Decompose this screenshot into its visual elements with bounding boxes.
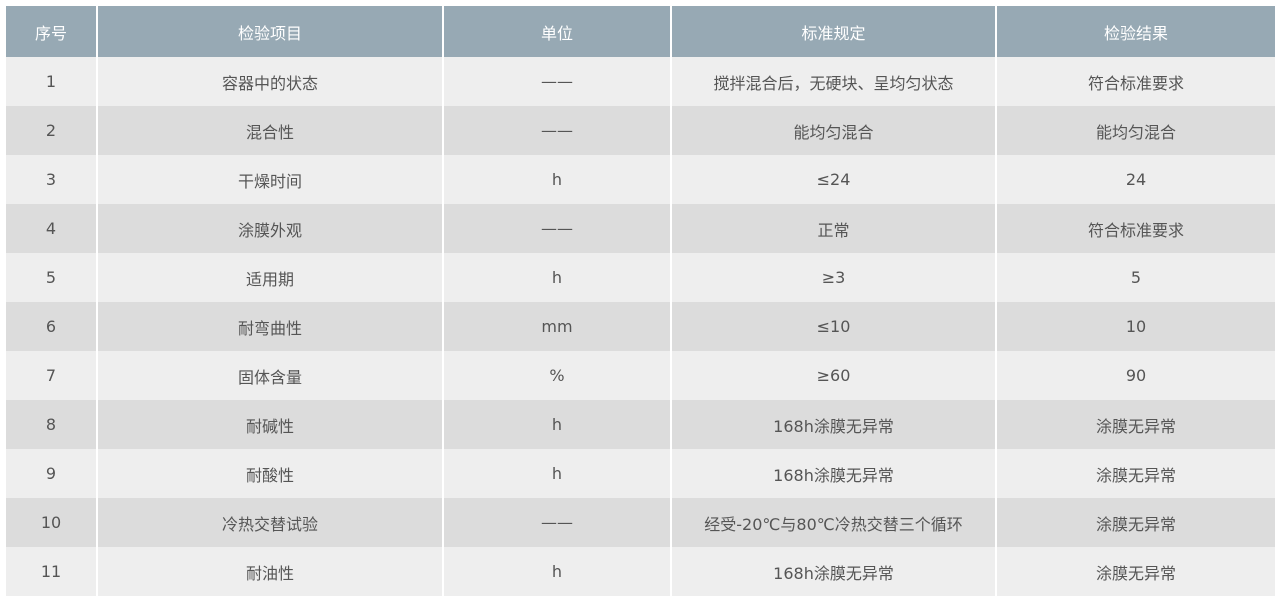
cell-index: 6: [6, 302, 97, 351]
cell-result: 24: [995, 155, 1275, 204]
cell-result: 涂膜无异常: [995, 547, 1275, 596]
cell-index: 4: [6, 204, 97, 253]
cell-item: 涂膜外观: [96, 204, 443, 253]
cell-unit: h: [442, 253, 671, 302]
table-row: 10 冷热交替试验 —— 经受-20℃与80℃冷热交替三个循环 涂膜无异常: [6, 498, 1275, 547]
column-header-unit: 单位: [442, 6, 671, 57]
cell-index: 1: [6, 57, 97, 106]
cell-index: 5: [6, 253, 97, 302]
cell-unit: ——: [442, 57, 671, 106]
cell-item: 干燥时间: [96, 155, 443, 204]
cell-item: 固体含量: [96, 351, 443, 400]
column-header-item: 检验项目: [96, 6, 443, 57]
cell-standard: 168h涂膜无异常: [670, 547, 996, 596]
cell-result: 能均匀混合: [995, 106, 1275, 155]
cell-result: 符合标准要求: [995, 57, 1275, 106]
cell-standard: 经受-20℃与80℃冷热交替三个循环: [670, 498, 996, 547]
table-row: 11 耐油性 h 168h涂膜无异常 涂膜无异常: [6, 547, 1275, 596]
cell-unit: h: [442, 400, 671, 449]
cell-result: 涂膜无异常: [995, 449, 1275, 498]
cell-index: 3: [6, 155, 97, 204]
cell-item: 耐酸性: [96, 449, 443, 498]
cell-standard: ≤24: [670, 155, 996, 204]
cell-index: 7: [6, 351, 97, 400]
column-header-index: 序号: [6, 6, 97, 57]
cell-unit: ——: [442, 106, 671, 155]
cell-result: 5: [995, 253, 1275, 302]
table-row: 9 耐酸性 h 168h涂膜无异常 涂膜无异常: [6, 449, 1275, 498]
cell-standard: 正常: [670, 204, 996, 253]
cell-standard: ≤10: [670, 302, 996, 351]
cell-unit: ——: [442, 498, 671, 547]
cell-standard: ≥3: [670, 253, 996, 302]
table-row: 1 容器中的状态 —— 搅拌混合后，无硬块、呈均匀状态 符合标准要求: [6, 57, 1275, 106]
cell-result: 90: [995, 351, 1275, 400]
cell-result: 10: [995, 302, 1275, 351]
column-header-result: 检验结果: [995, 6, 1275, 57]
table-row: 8 耐碱性 h 168h涂膜无异常 涂膜无异常: [6, 400, 1275, 449]
table-header-row: 序号 检验项目 单位 标准规定 检验结果: [6, 6, 1275, 57]
table-row: 2 混合性 —— 能均匀混合 能均匀混合: [6, 106, 1275, 155]
cell-index: 10: [6, 498, 97, 547]
cell-item: 耐弯曲性: [96, 302, 443, 351]
cell-standard: 搅拌混合后，无硬块、呈均匀状态: [670, 57, 996, 106]
cell-item: 耐碱性: [96, 400, 443, 449]
cell-item: 混合性: [96, 106, 443, 155]
cell-standard: 168h涂膜无异常: [670, 449, 996, 498]
cell-unit: h: [442, 449, 671, 498]
cell-unit: h: [442, 155, 671, 204]
cell-standard: ≥60: [670, 351, 996, 400]
column-header-standard: 标准规定: [670, 6, 996, 57]
table-row: 5 适用期 h ≥3 5: [6, 253, 1275, 302]
cell-item: 冷热交替试验: [96, 498, 443, 547]
cell-index: 8: [6, 400, 97, 449]
cell-item: 适用期: [96, 253, 443, 302]
cell-unit: h: [442, 547, 671, 596]
cell-unit: ——: [442, 204, 671, 253]
cell-result: 符合标准要求: [995, 204, 1275, 253]
cell-item: 容器中的状态: [96, 57, 443, 106]
cell-unit: %: [442, 351, 671, 400]
cell-result: 涂膜无异常: [995, 400, 1275, 449]
table-row: 3 干燥时间 h ≤24 24: [6, 155, 1275, 204]
table-row: 6 耐弯曲性 mm ≤10 10: [6, 302, 1275, 351]
cell-result: 涂膜无异常: [995, 498, 1275, 547]
table-row: 4 涂膜外观 —— 正常 符合标准要求: [6, 204, 1275, 253]
cell-item: 耐油性: [96, 547, 443, 596]
cell-index: 2: [6, 106, 97, 155]
cell-index: 9: [6, 449, 97, 498]
table-row: 7 固体含量% ≥60 90: [6, 351, 1275, 400]
cell-unit: mm: [442, 302, 671, 351]
cell-index: 11: [6, 547, 97, 596]
cell-standard: 能均匀混合: [670, 106, 996, 155]
inspection-table: 序号 检验项目 单位 标准规定 检验结果 1 容器中的状态 —— 搅拌混合后，无硬块、呈均匀状…: [6, 6, 1275, 596]
cell-standard: 168h涂膜无异常: [670, 400, 996, 449]
